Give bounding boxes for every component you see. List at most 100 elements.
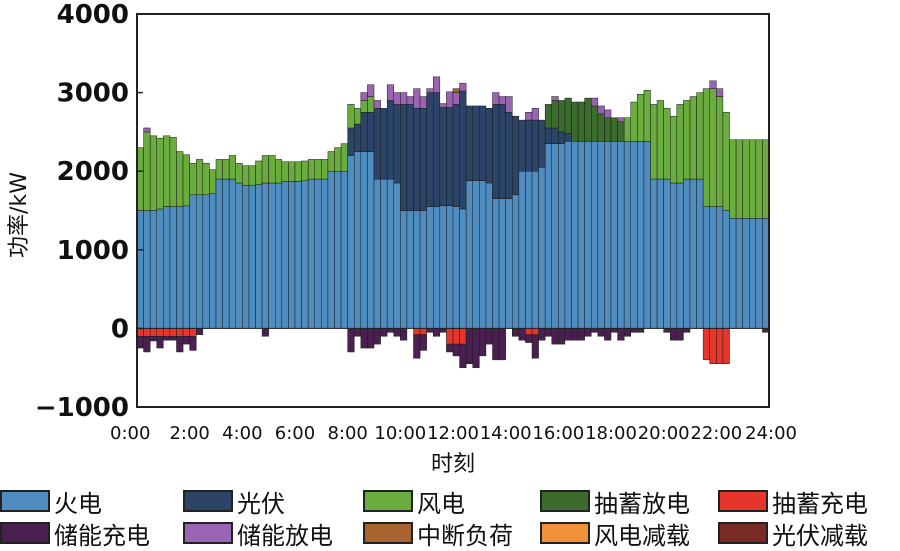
- bar-segment: [663, 328, 671, 333]
- bar-segment: [584, 328, 592, 337]
- bar-segment: [452, 88, 460, 93]
- bar-segment: [393, 182, 401, 329]
- legend-swatch: [183, 522, 233, 544]
- legend-label: 火电: [54, 489, 102, 518]
- bar-segment: [373, 328, 381, 345]
- bar-segment: [485, 182, 493, 329]
- chart: 4000 3000 2000 1000 0 −1000 0:00 2:00 4:00 6:00 8…: [7, 0, 797, 477]
- bar-segment: [564, 328, 572, 341]
- bar-segment: [617, 117, 625, 122]
- bar-segment: [196, 159, 204, 196]
- legend-item: 光伏减载: [718, 518, 868, 550]
- bar-segment: [156, 328, 164, 337]
- bar-segment: [531, 170, 539, 329]
- bar-segment: [163, 328, 171, 337]
- bar-segment: [735, 139, 743, 219]
- bar-segment: [433, 328, 441, 337]
- bar-segment: [558, 131, 566, 144]
- bar-segment: [446, 343, 454, 353]
- legend-item: 光伏: [183, 486, 285, 518]
- bar-segment: [584, 97, 592, 142]
- bar-segment: [663, 108, 671, 180]
- bar-segment: [630, 141, 638, 329]
- bar-segment: [709, 80, 717, 89]
- bar-segment: [209, 169, 217, 194]
- bar-segment: [373, 178, 381, 329]
- y-tick-label: 1000: [57, 236, 129, 266]
- bar-segment: [544, 328, 552, 337]
- bar-segment: [261, 182, 269, 329]
- bar-segment: [492, 104, 500, 199]
- legend-label: 光伏: [237, 489, 285, 518]
- bar-segment: [386, 84, 395, 101]
- bar-segment: [729, 139, 737, 219]
- bar-segment: [393, 104, 401, 184]
- legend-label: 光伏减载: [772, 521, 868, 550]
- bar-segment: [485, 108, 493, 184]
- legend-label: 风电: [417, 489, 465, 518]
- legend-label: 抽蓄放电: [594, 489, 690, 518]
- bar-segment: [367, 328, 375, 349]
- bar-segment: [689, 178, 697, 329]
- bar-segment: [498, 198, 506, 329]
- bar-segment: [709, 328, 717, 365]
- bar-segment: [354, 328, 362, 337]
- bar-segment: [716, 206, 724, 329]
- bar-segment: [380, 178, 388, 329]
- y-tick-label: −1000: [35, 393, 129, 423]
- bar-segment: [584, 141, 592, 329]
- legend-label: 储能充电: [54, 521, 150, 550]
- bar-segment: [459, 328, 467, 345]
- bar-segment: [597, 141, 605, 329]
- bar-segment: [716, 96, 724, 207]
- bar-segment: [400, 104, 408, 211]
- bar-segment: [413, 210, 421, 329]
- bar-segment: [393, 92, 401, 105]
- bar-segment: [518, 119, 526, 172]
- bar-segment: [637, 141, 645, 329]
- bar-segment: [393, 328, 401, 337]
- x-tick-label: 20:00: [638, 423, 690, 444]
- bar-segment: [538, 167, 546, 329]
- bar-segment: [321, 159, 329, 180]
- bar-segment: [182, 154, 190, 207]
- bar-segment: [340, 170, 348, 329]
- bar-segment: [189, 163, 197, 196]
- bar-segment: [288, 161, 296, 182]
- bar-segment: [400, 92, 408, 105]
- bar-segment: [281, 161, 289, 182]
- x-tick-label: 6:00: [275, 423, 315, 444]
- bar-segment: [196, 328, 204, 335]
- x-axis-title: 时刻: [431, 452, 475, 477]
- bars-layer: [136, 76, 770, 368]
- bar-segment: [360, 92, 368, 101]
- bar-segment: [182, 336, 190, 345]
- bar-segment: [255, 184, 263, 329]
- bar-segment: [709, 88, 717, 207]
- bar-segment: [564, 133, 572, 142]
- legend-swatch: [0, 522, 50, 544]
- legend-label: 抽蓄充电: [772, 489, 868, 518]
- bar-segment: [512, 328, 520, 337]
- bar-segment: [169, 206, 177, 329]
- bar-segment: [373, 100, 381, 109]
- bar-segment: [735, 218, 743, 329]
- bar-segment: [334, 170, 342, 329]
- bar-segment: [288, 181, 296, 329]
- bar-segment: [702, 88, 710, 207]
- bar-segment: [749, 139, 757, 219]
- bar-segment: [307, 159, 316, 180]
- bar-segment: [558, 143, 566, 329]
- legend-item: 储能放电: [183, 518, 333, 550]
- bar-segment: [360, 328, 368, 349]
- bar-segment: [360, 151, 368, 329]
- plot-frame: [136, 13, 770, 408]
- x-tick-label: 24:00: [745, 423, 797, 444]
- bar-segment: [452, 206, 460, 329]
- bar-segment: [531, 334, 539, 359]
- bar-segment: [643, 89, 651, 142]
- bar-segment: [314, 159, 322, 180]
- bar-segment: [268, 182, 276, 329]
- bar-segment: [722, 112, 730, 211]
- bar-segment: [702, 206, 710, 329]
